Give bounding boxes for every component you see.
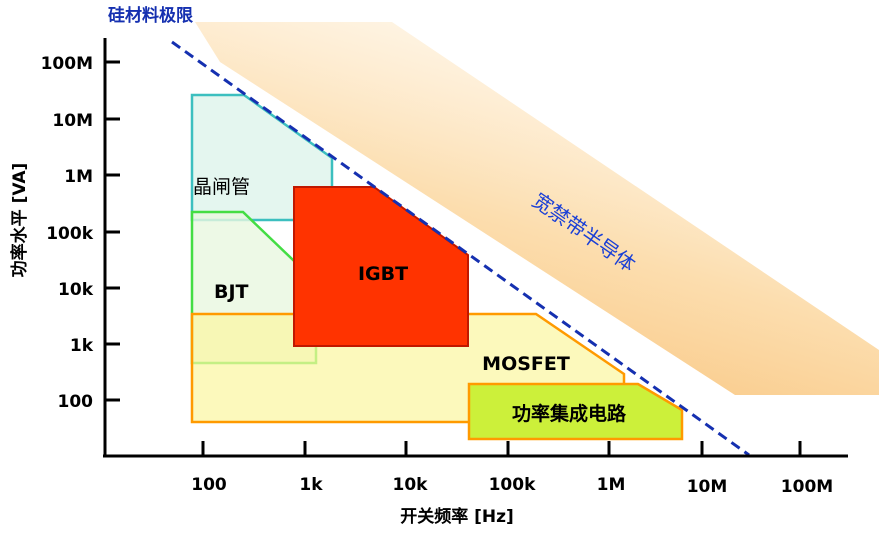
y-tick-label: 100k [46,224,93,244]
silicon-limit-line [171,40,750,457]
y-tick-label: 100M [41,54,93,74]
mosfet-label: MOSFET [482,353,570,375]
y-tick-label: 1k [70,336,94,356]
y-tick-label: 10M [52,111,93,131]
y-tick-label: 10k [58,280,94,300]
x-tick-label: 1M [597,475,626,495]
igbt-region [293,186,469,347]
y-tick-label: 100 [58,392,94,412]
x-tick-label: 10k [393,475,429,495]
x-axis-title: 开关频率 [Hz] [400,506,514,527]
silicon-limit-label: 硅材料极限 [108,5,193,26]
thyristor-label: 晶闸管 [193,176,250,198]
x-tick-marks [201,441,802,456]
x-tick-label: 100 [191,475,227,495]
x-tick-label: 100M [781,477,833,497]
wide-bandgap-region [195,22,879,395]
bjt-label: BJT [214,281,249,303]
y-axis-title: 功率水平 [VA] [9,163,30,278]
y-tick-label: 1M [64,167,93,187]
power-ic-region [467,382,684,441]
x-tick-label: 100k [489,475,536,495]
power-ic-label: 功率集成电路 [512,402,627,425]
igbt-label: IGBT [358,263,408,285]
x-tick-label: 10M [687,477,728,497]
x-tick-label: 1k [299,475,323,495]
y-tick-marks [105,60,120,402]
